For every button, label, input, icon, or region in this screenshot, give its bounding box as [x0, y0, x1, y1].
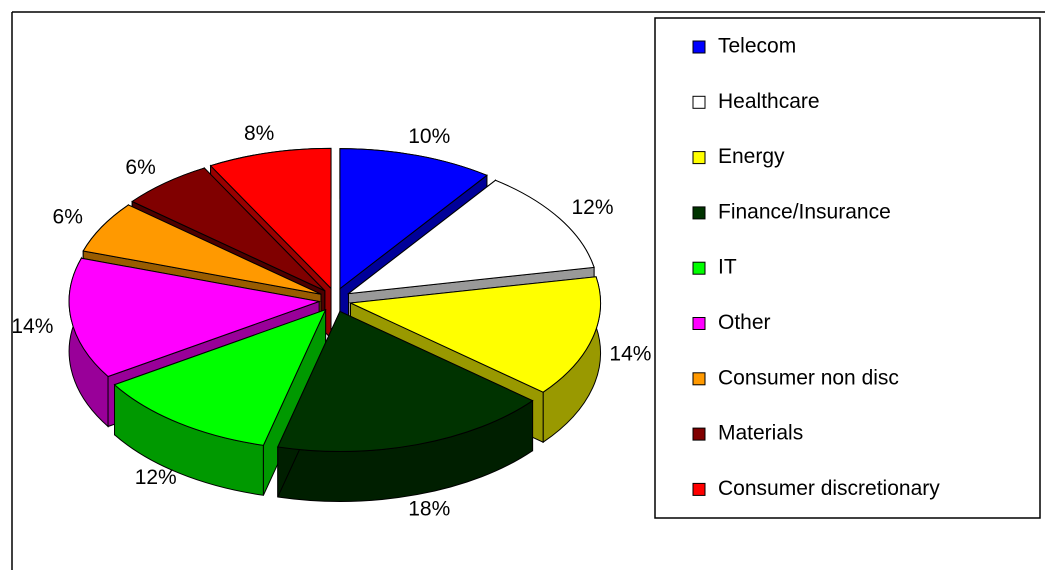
legend-box	[654, 17, 1041, 519]
slice-label: 6%	[53, 205, 83, 228]
legend-swatch	[692, 427, 706, 441]
pie-slice	[68, 257, 322, 378]
pie-slice	[131, 167, 326, 292]
pie-slice	[113, 308, 327, 446]
pie-slice	[339, 148, 488, 290]
legend-label: Materials	[718, 422, 803, 445]
legend-swatch	[692, 95, 706, 109]
legend-label: Healthcare	[718, 90, 820, 113]
slice-label: 10%	[408, 125, 450, 148]
pie-slice	[82, 204, 322, 295]
pie-slice	[209, 147, 332, 290]
legend-label: Telecom	[718, 35, 796, 58]
legend-label: Energy	[718, 145, 785, 168]
legend-swatch	[692, 372, 706, 386]
legend-label: Other	[718, 311, 771, 334]
legend-label: Consumer discretionary	[718, 477, 940, 500]
legend-label: Finance/Insurance	[718, 200, 891, 223]
legend-swatch	[692, 151, 706, 165]
legend-label: Consumer non disc	[718, 366, 899, 389]
slice-label: 12%	[572, 196, 614, 219]
legend-swatch	[692, 261, 706, 275]
slice-label: 8%	[244, 122, 274, 145]
slice-label: 18%	[408, 498, 450, 521]
pie-slice	[346, 179, 595, 295]
slice-label: 12%	[135, 466, 177, 489]
slice-label: 14%	[609, 342, 651, 365]
pie-slice	[348, 276, 601, 393]
legend-swatch	[692, 317, 706, 330]
legend-swatch	[692, 40, 706, 54]
pie-labels: 10% 12% 14% 18% 12% 14% 6% 6% 8%	[11, 122, 651, 520]
pie-tops	[68, 147, 601, 452]
pie-slice	[277, 310, 534, 452]
legend-label: IT	[718, 256, 737, 279]
slice-label: 14%	[11, 315, 53, 338]
legend-swatch	[692, 482, 706, 496]
legend-swatch	[692, 206, 706, 220]
slice-label: 6%	[125, 156, 155, 179]
